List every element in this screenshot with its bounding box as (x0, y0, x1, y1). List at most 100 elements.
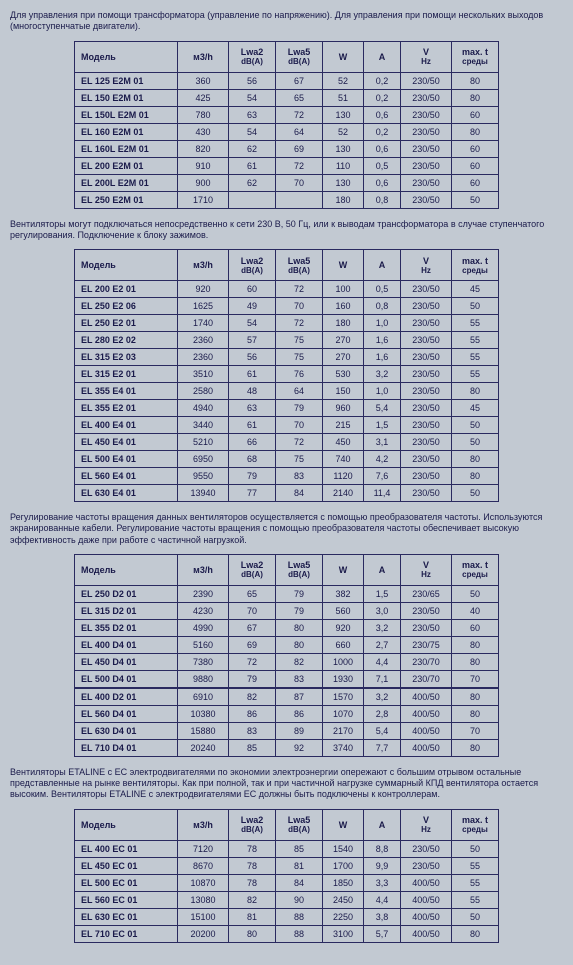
cell-lwa5: 72 (276, 157, 323, 174)
cell-m3h: 9880 (178, 670, 229, 688)
cell-w: 1700 (323, 857, 364, 874)
cell-lwa5: 87 (276, 688, 323, 706)
cell-vhz: 230/50 (401, 366, 452, 383)
cell-maxt: 60 (452, 174, 499, 191)
cell-lwa2: 60 (229, 281, 276, 298)
cell-vhz: 400/50 (401, 739, 452, 756)
cell-a: 0,6 (364, 106, 401, 123)
cell-lwa2: 70 (229, 602, 276, 619)
cell-w: 530 (323, 366, 364, 383)
cell-a: 1,5 (364, 585, 401, 602)
cell-w: 215 (323, 417, 364, 434)
cell-lwa5: 64 (276, 123, 323, 140)
cell-m3h: 20200 (178, 925, 229, 942)
cell-vhz: 230/50 (401, 89, 452, 106)
col-w: W (323, 250, 364, 281)
cell-model: EL 125 E2M 01 (75, 72, 178, 89)
cell-w: 270 (323, 349, 364, 366)
cell-m3h: 8670 (178, 857, 229, 874)
cell-vhz: 230/70 (401, 670, 452, 688)
cell-m3h: 360 (178, 72, 229, 89)
table-row: EL 250 E2 01174054721801,0230/5055 (75, 315, 499, 332)
cell-a: 1,5 (364, 417, 401, 434)
table-row: EL 450 E4 01521066724503,1230/5050 (75, 434, 499, 451)
cell-w: 52 (323, 72, 364, 89)
table-row: EL 315 D2 01423070795603,0230/5040 (75, 602, 499, 619)
cell-lwa5: 67 (276, 72, 323, 89)
col-vhz: VHz (401, 250, 452, 281)
table-row: EL 400 D4 01516069806602,7230/7580 (75, 636, 499, 653)
cell-model: EL 630 EC 01 (75, 908, 178, 925)
cell-maxt: 80 (452, 739, 499, 756)
cell-model: EL 400 EC 01 (75, 840, 178, 857)
cell-lwa5: 70 (276, 417, 323, 434)
cell-a: 3,2 (364, 688, 401, 706)
table-row: EL 400 E4 01344061702151,5230/5050 (75, 417, 499, 434)
cell-w: 3740 (323, 739, 364, 756)
cell-m3h: 5210 (178, 434, 229, 451)
cell-lwa5: 84 (276, 485, 323, 502)
cell-w: 100 (323, 281, 364, 298)
cell-w: 960 (323, 400, 364, 417)
cell-maxt: 80 (452, 636, 499, 653)
col-a: A (364, 250, 401, 281)
cell-w: 130 (323, 140, 364, 157)
cell-lwa2: 62 (229, 140, 276, 157)
cell-a: 1,0 (364, 315, 401, 332)
table-1: Модельм3/hLwa2dB(A)Lwa5dB(A)WAVHzmax. tс… (74, 41, 499, 209)
col-lwa2: Lwa2dB(A) (229, 554, 276, 585)
cell-vhz: 230/50 (401, 468, 452, 485)
table-row: EL 560 E4 019550798311207,6230/5080 (75, 468, 499, 485)
cell-maxt: 55 (452, 891, 499, 908)
cell-maxt: 55 (452, 366, 499, 383)
cell-m3h: 10380 (178, 705, 229, 722)
cell-maxt: 60 (452, 140, 499, 157)
cell-lwa2: 86 (229, 705, 276, 722)
cell-maxt: 50 (452, 191, 499, 208)
cell-a: 5,7 (364, 925, 401, 942)
cell-lwa2: 66 (229, 434, 276, 451)
cell-m3h: 1740 (178, 315, 229, 332)
cell-model: EL 710 EC 01 (75, 925, 178, 942)
cell-w: 560 (323, 602, 364, 619)
cell-lwa5: 79 (276, 585, 323, 602)
table-2: Модельм3/hLwa2dB(A)Lwa5dB(A)WAVHzmax. tс… (74, 249, 499, 502)
cell-m3h: 2360 (178, 332, 229, 349)
cell-vhz: 230/50 (401, 857, 452, 874)
cell-model: EL 400 D2 01 (75, 688, 178, 706)
cell-vhz: 230/50 (401, 123, 452, 140)
cell-a: 7,1 (364, 670, 401, 688)
cell-m3h: 900 (178, 174, 229, 191)
cell-a: 1,6 (364, 332, 401, 349)
table-row: EL 250 D2 01239065793821,5230/6550 (75, 585, 499, 602)
cell-model: EL 315 D2 01 (75, 602, 178, 619)
cell-a: 0,6 (364, 140, 401, 157)
cell-maxt: 60 (452, 619, 499, 636)
table-row: EL 560 EC 0113080829024504,4400/5055 (75, 891, 499, 908)
cell-model: EL 250 E2M 01 (75, 191, 178, 208)
table-row: EL 250 E2 06162549701600,8230/5050 (75, 298, 499, 315)
cell-w: 52 (323, 123, 364, 140)
cell-w: 740 (323, 451, 364, 468)
cell-m3h: 10870 (178, 874, 229, 891)
cell-lwa2: 48 (229, 383, 276, 400)
cell-model: EL 500 E4 01 (75, 451, 178, 468)
cell-model: EL 250 E2 06 (75, 298, 178, 315)
cell-vhz: 230/50 (401, 349, 452, 366)
cell-maxt: 80 (452, 925, 499, 942)
cell-model: EL 160 E2M 01 (75, 123, 178, 140)
cell-vhz: 230/50 (401, 174, 452, 191)
cell-lwa5: 70 (276, 174, 323, 191)
cell-lwa5: 81 (276, 857, 323, 874)
cell-m3h: 910 (178, 157, 229, 174)
cell-a: 7,6 (364, 468, 401, 485)
cell-vhz: 230/50 (401, 619, 452, 636)
cell-lwa2: 54 (229, 123, 276, 140)
cell-maxt: 80 (452, 89, 499, 106)
cell-m3h: 4940 (178, 400, 229, 417)
cell-maxt: 50 (452, 298, 499, 315)
cell-m3h: 4990 (178, 619, 229, 636)
cell-w: 2450 (323, 891, 364, 908)
cell-lwa5: 88 (276, 908, 323, 925)
cell-model: EL 400 D4 01 (75, 636, 178, 653)
